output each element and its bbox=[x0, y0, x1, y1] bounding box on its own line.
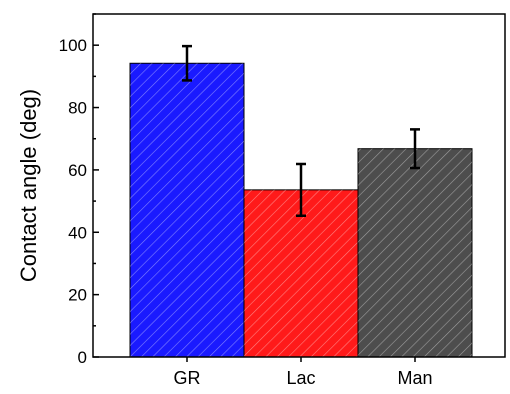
error-bar-man bbox=[410, 128, 420, 170]
x-tick-label-gr: GR bbox=[174, 368, 201, 388]
y-tick-label: 40 bbox=[68, 223, 87, 242]
bar-hatch-lac bbox=[244, 189, 358, 357]
error-bar-gr bbox=[182, 44, 192, 82]
x-tick-label-man: Man bbox=[397, 368, 432, 388]
y-tick-label: 20 bbox=[68, 286, 87, 305]
y-axis-ticks: 0 20 40 60 80 100 bbox=[59, 13, 99, 367]
bars-layer bbox=[129, 62, 473, 358]
plot-frame bbox=[92, 13, 506, 358]
y-tick-label: 80 bbox=[68, 99, 87, 118]
y-tick-label: 100 bbox=[59, 36, 87, 55]
error-bar-lac bbox=[296, 162, 306, 217]
x-axis-ticks: GR Lac Man bbox=[174, 357, 433, 388]
x-tick-label-lac: Lac bbox=[286, 368, 315, 388]
error-bars-layer bbox=[182, 44, 420, 217]
y-tick-label: 60 bbox=[68, 161, 87, 180]
bar-hatch-man bbox=[358, 148, 472, 357]
y-axis-title: Contact angle (deg) bbox=[16, 89, 41, 282]
bar-hatch-gr bbox=[130, 63, 244, 357]
y-tick-label: 0 bbox=[78, 348, 87, 367]
